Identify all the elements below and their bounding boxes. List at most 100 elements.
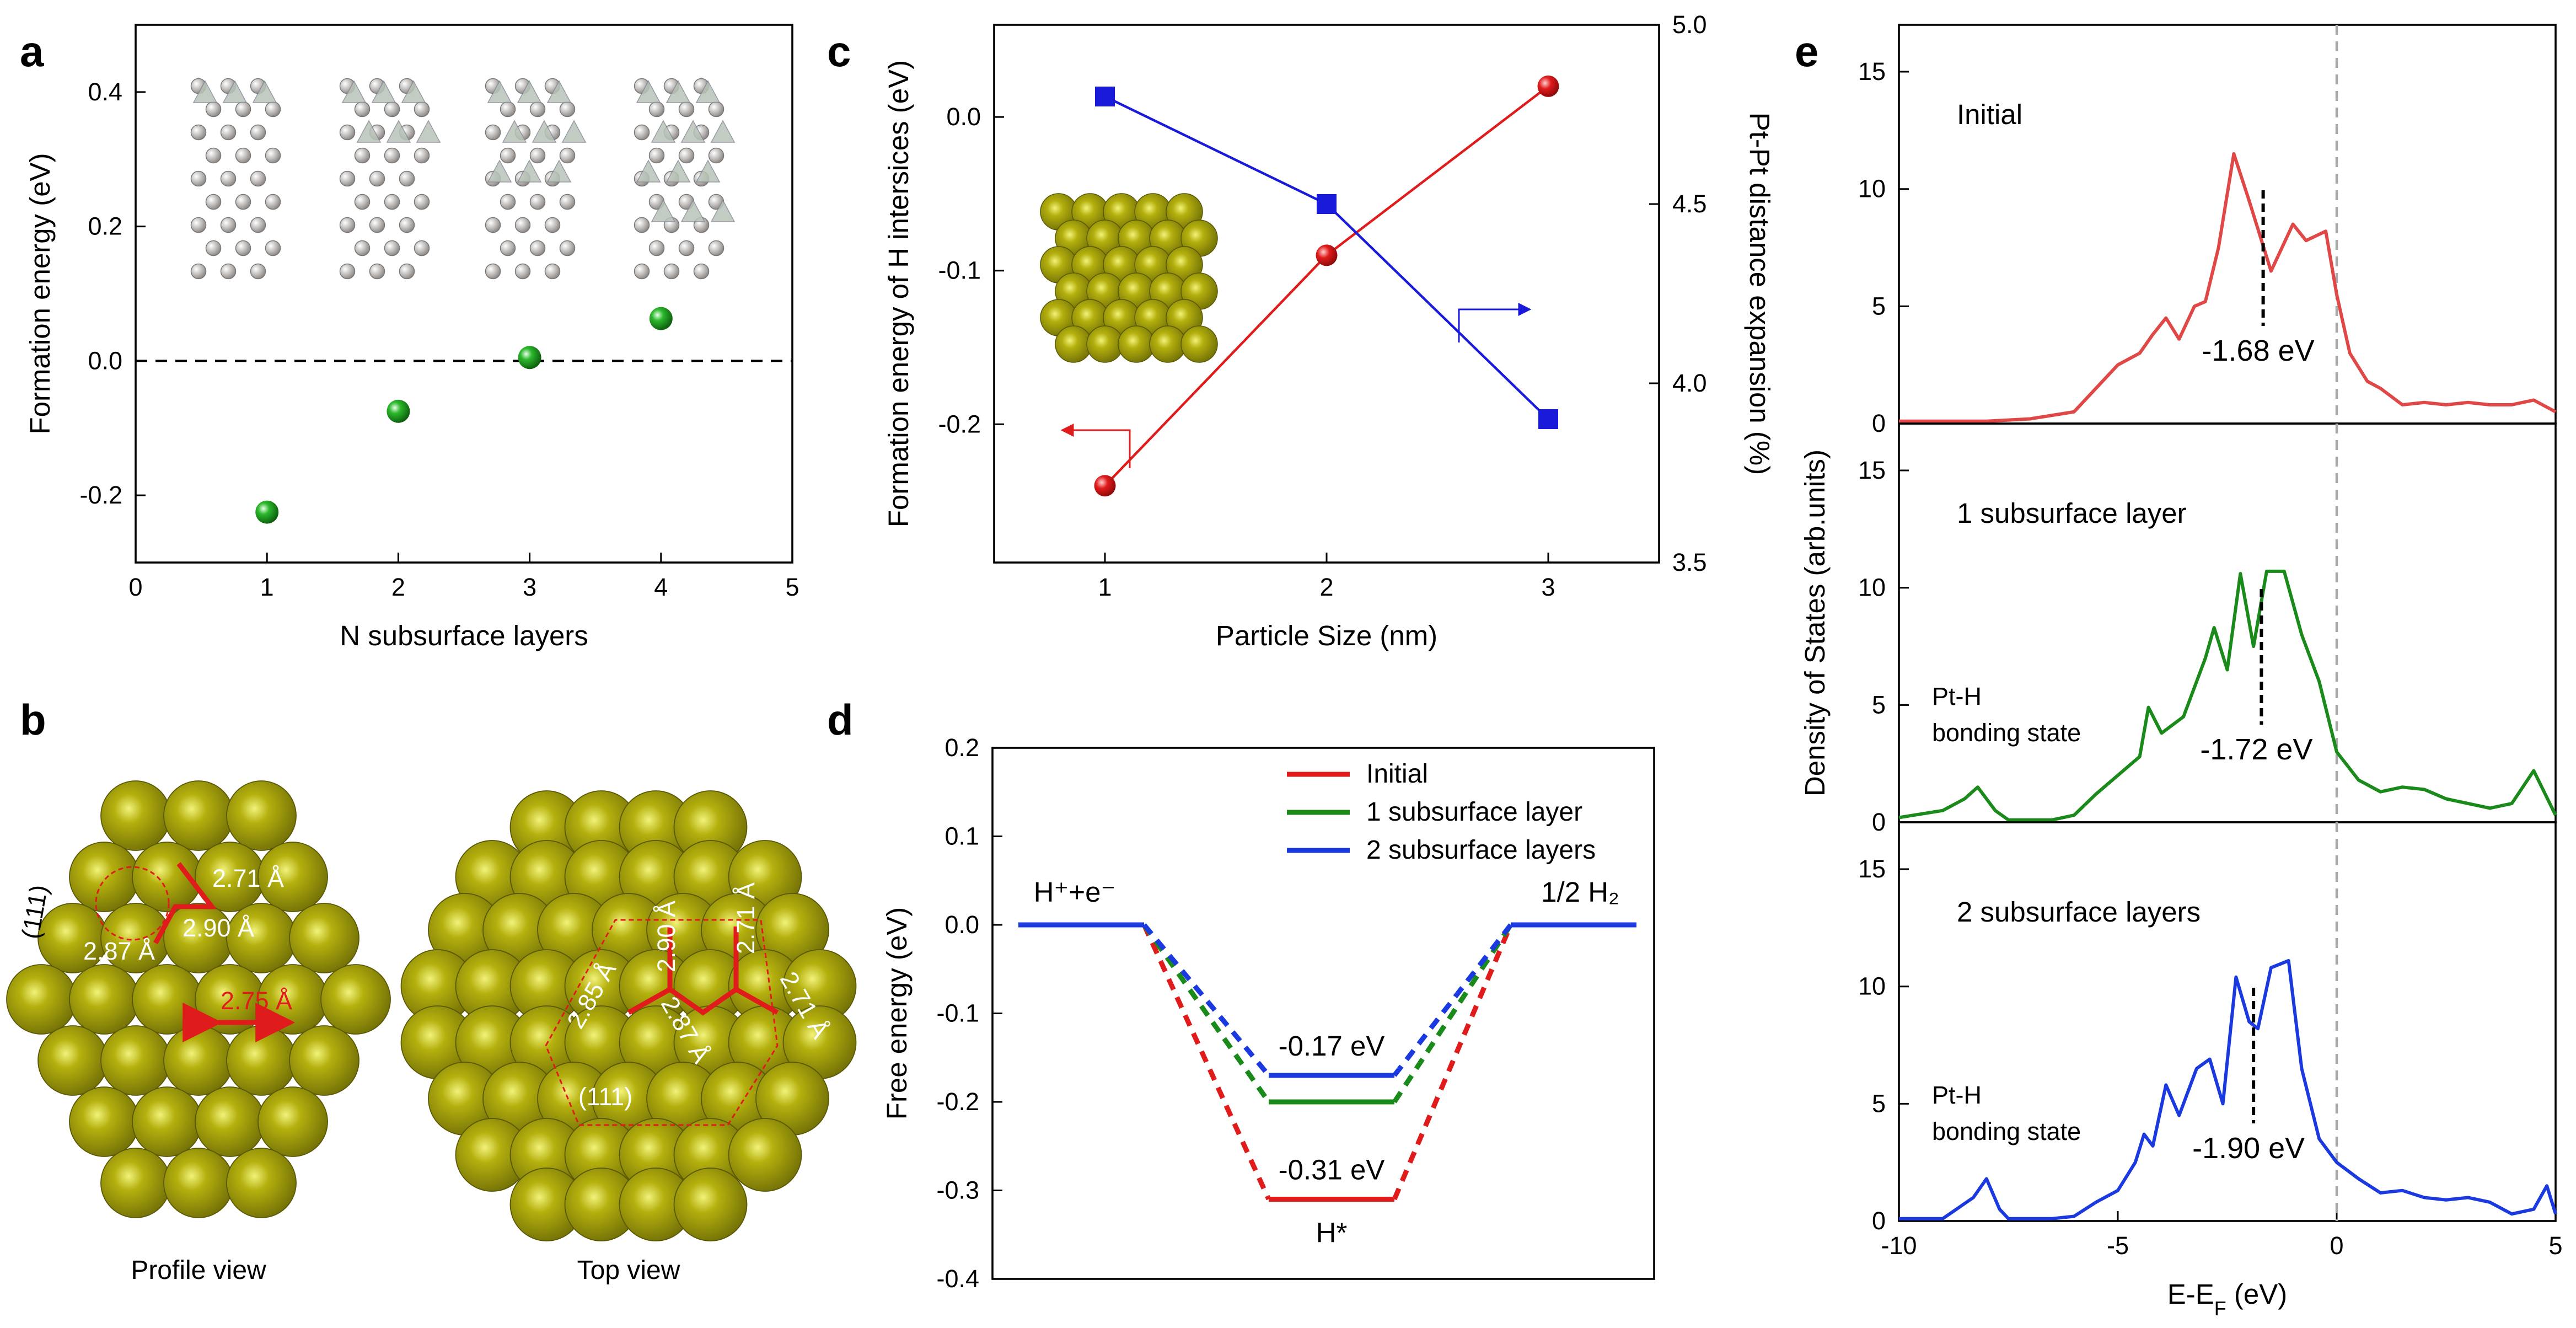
decoration (195, 1086, 265, 1157)
decoration (369, 217, 385, 233)
decoration (414, 240, 430, 256)
y2-tick-label: 4.0 (1672, 369, 1707, 397)
bonding-label: Pt-H (1932, 1081, 1982, 1109)
decoration (356, 120, 382, 143)
decoration (69, 964, 139, 1035)
y-tick-label: 0.0 (944, 911, 979, 939)
state-label: 1/2 H₂ (1541, 876, 1619, 908)
y-tick-label: -0.1 (936, 999, 979, 1027)
decoration (529, 147, 546, 164)
decoration (190, 170, 207, 187)
decoration (680, 120, 706, 143)
y2-tick-label: 4.5 (1672, 190, 1707, 218)
decoration (220, 124, 237, 141)
decoration (257, 1086, 328, 1157)
x-tick-label: 5 (785, 573, 799, 601)
decoration (500, 147, 516, 164)
state-label: H⁺+e⁻ (1034, 876, 1116, 908)
x-tick-label: 0 (2330, 1231, 2343, 1260)
plot-frame (135, 24, 793, 564)
decoration (546, 80, 572, 103)
title: 1 subsurface layer (1957, 497, 2187, 529)
decoration (546, 159, 572, 183)
decoration (235, 240, 251, 256)
point (649, 307, 673, 330)
connector (1392, 924, 1514, 1201)
y-tick-label: -0.4 (936, 1265, 979, 1293)
decoration (414, 194, 430, 210)
decoration (678, 101, 695, 117)
decoration (371, 80, 396, 103)
decoration (634, 263, 650, 280)
y-tick-label: 0.1 (944, 822, 979, 850)
x-tick-label: 3 (1541, 573, 1555, 601)
decoration (648, 147, 665, 164)
x-axis-label: E-EF (eV) (2167, 1278, 2287, 1320)
decoration (339, 263, 356, 280)
y-tick-label: -0.3 (936, 1176, 979, 1204)
decoration (485, 217, 501, 233)
decoration (414, 101, 430, 117)
decoration (100, 1148, 171, 1218)
y-tick-label: -0.1 (938, 256, 981, 285)
decoration (265, 240, 281, 256)
y-tick-label: 0.2 (944, 733, 979, 762)
x-axis-label: N subsurface layers (340, 620, 588, 651)
decoration (100, 780, 171, 851)
decoration (320, 964, 391, 1035)
annotation: -0.17 eV (1279, 1030, 1385, 1062)
decoration (559, 194, 576, 210)
decoration (369, 263, 385, 280)
decoration (339, 170, 356, 187)
decoration (695, 80, 721, 103)
decoration (384, 101, 400, 117)
connector (1142, 923, 1271, 1077)
decoration (100, 1025, 171, 1096)
dos-curve (1899, 958, 2557, 1220)
decoration (680, 199, 706, 222)
decoration (205, 240, 222, 256)
x-tick-label: 2 (1319, 573, 1333, 601)
decoration (190, 263, 207, 280)
structure-annotation: 2.90 Å (652, 901, 680, 972)
decoration (544, 217, 561, 233)
legend-label: 2 subsurface layers (1366, 836, 1596, 865)
y-tick-label: 0 (1872, 409, 1886, 437)
decoration (514, 263, 531, 280)
decoration (354, 240, 371, 256)
decoration (648, 240, 665, 256)
decorations (6, 78, 1218, 1241)
annotation: -1.68 eV (2202, 334, 2315, 367)
y-tick-label: -0.2 (79, 481, 122, 509)
structure-annotation: 2.87 Å (83, 937, 155, 965)
y-tick-label: 5 (1872, 1089, 1886, 1117)
decoration (226, 780, 297, 851)
y-tick-label: 10 (1858, 972, 1886, 1000)
decoration (386, 120, 411, 143)
marker (1538, 409, 1559, 429)
point (518, 346, 541, 370)
x-tick-label: -5 (2107, 1231, 2129, 1260)
decoration (1118, 325, 1155, 363)
decoration (500, 240, 516, 256)
y-axis-label: Density of States (arb.units) (1799, 449, 1831, 796)
decoration (544, 263, 561, 280)
decoration (384, 240, 400, 256)
y-tick-label: 15 (1858, 57, 1886, 85)
decoration (226, 1025, 297, 1096)
decoration (205, 147, 222, 164)
y-axis-label: Formation energy (eV) (24, 153, 56, 434)
connector (1392, 923, 1513, 1104)
decoration (651, 120, 676, 143)
decoration (532, 120, 557, 143)
decoration (502, 120, 527, 143)
state-label: H* (1316, 1217, 1348, 1249)
decoration (485, 263, 501, 280)
connector (1141, 924, 1271, 1201)
x-axis-label: Particle Size (nm) (1216, 620, 1437, 651)
decoration (666, 159, 691, 183)
decoration (190, 124, 207, 141)
decoration (710, 199, 736, 222)
decoration (561, 120, 587, 143)
y-axis-label: Free energy (eV) (881, 907, 913, 1120)
